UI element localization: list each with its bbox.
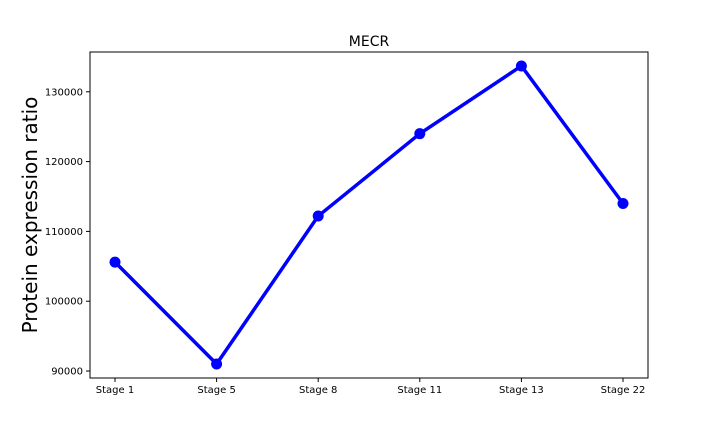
data-point — [109, 256, 121, 268]
data-point — [414, 128, 426, 140]
x-tick-label: Stage 8 — [299, 385, 337, 396]
x-tick-label: Stage 1 — [96, 385, 134, 396]
series-line — [113, 64, 625, 366]
data-point — [312, 210, 324, 222]
y-tick-label: 110000 — [45, 227, 83, 238]
y-tick-label: 120000 — [45, 157, 83, 168]
x-tick-label: Stage 11 — [397, 385, 442, 396]
chart-title: MECR — [349, 34, 390, 50]
y-axis-ticks: 90000 100000 110000 120000 130000 — [45, 87, 90, 378]
x-tick-label: Stage 22 — [601, 385, 646, 396]
y-axis-label: Protein expression ratio — [18, 97, 42, 334]
data-point — [211, 358, 223, 370]
data-point — [617, 197, 629, 209]
y-tick-label: 90000 — [51, 367, 83, 378]
x-axis-ticks: Stage 1 Stage 5 Stage 8 Stage 11 Stage 13 Sta… — [96, 378, 646, 396]
x-tick-label: Stage 5 — [197, 385, 235, 396]
data-point — [515, 60, 527, 72]
y-tick-label: 100000 — [45, 297, 83, 308]
plot-area-frame — [89, 51, 649, 379]
x-tick-label: Stage 13 — [499, 385, 544, 396]
y-tick-label: 130000 — [45, 87, 83, 98]
series-layer — [109, 60, 629, 370]
